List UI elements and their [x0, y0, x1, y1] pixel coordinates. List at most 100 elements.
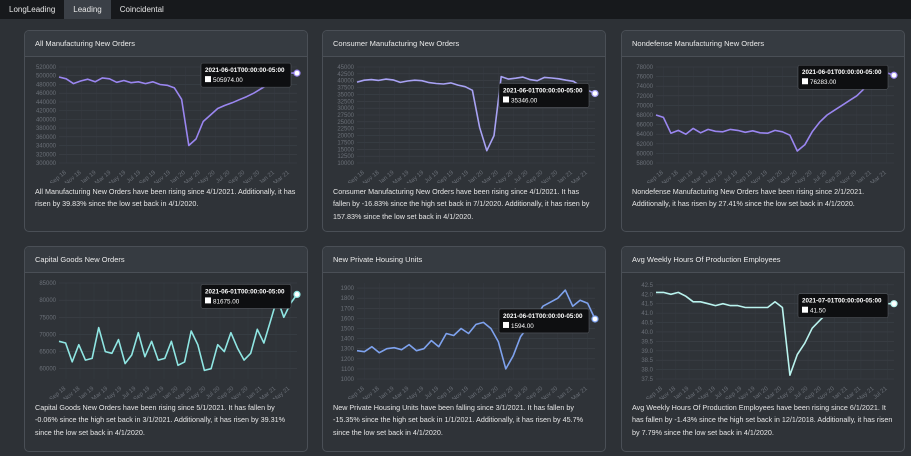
y-tick-label: 1700 — [341, 306, 355, 312]
y-tick-label: 1200 — [341, 357, 355, 363]
tooltip: 2021-07-01T00:00:00-05:00 41.50 — [797, 293, 889, 319]
y-tick-label: 42500 — [337, 72, 354, 78]
x-tick-label: May 21 — [272, 386, 291, 399]
x-tick-label: Mar 21 — [571, 386, 590, 399]
line-chart[interactable]: 4500042500400003750035000325003000027500… — [323, 57, 605, 183]
card-description: Avg Weekly Hours Of Production Employees… — [632, 403, 893, 437]
y-tick-label: 68000 — [636, 113, 653, 119]
y-tick-label: 39.5 — [641, 339, 653, 345]
y-tick-label: 520000 — [36, 65, 57, 71]
y-tick-label: 70000 — [39, 332, 56, 338]
tooltip: 2021-06-01T00:00:00-05:00 76283.00 — [797, 64, 889, 90]
tooltip: 2021-06-01T00:00:00-05:00 505974.00 — [200, 62, 292, 88]
y-tick-label: 15000 — [337, 147, 354, 153]
tab-leading[interactable]: Leading — [64, 0, 111, 19]
card-description: New Private Housing Units have been fall… — [333, 403, 583, 437]
tooltip-date: 2021-06-01T00:00:00-05:00 — [503, 87, 583, 94]
series-line — [58, 293, 298, 372]
y-tick-label: 35000 — [337, 92, 354, 98]
line-chart[interactable]: 520000 500000 480000 460000 440000 420000 4000… — [25, 57, 307, 183]
y-tick-label: 40000 — [337, 79, 354, 85]
line-chart[interactable]: 1900 1800 1700 1600 1500 1400 1300 1200 1100 1000… — [323, 273, 605, 399]
line-chart[interactable]: 78000 76000 74000 72000 70000 68000 66000 64000… — [622, 57, 904, 183]
y-tick-label: 460000 — [36, 91, 57, 97]
card-description: Nondefense Manufacturing New Orders have… — [632, 187, 865, 209]
y-tick-label: 1400 — [341, 337, 355, 343]
tab-longleading[interactable]: LongLeading — [9, 5, 56, 14]
x-tick-label: Mar 21 — [870, 170, 889, 183]
y-tick-label: 420000 — [36, 109, 57, 115]
y-tick-label: 37.5 — [641, 377, 653, 383]
x-tick-label: May 19 — [705, 170, 724, 183]
tooltip-date: 2021-06-01T00:00:00-05:00 — [802, 69, 882, 76]
y-tick-label: 32500 — [337, 99, 354, 105]
card-description: All Manufacturing New Orders have been r… — [35, 187, 296, 209]
tooltip: 2021-06-01T00:00:00-05:00 1594.00 — [498, 308, 590, 334]
y-tick-label: 400000 — [36, 117, 57, 123]
data-point[interactable] — [293, 69, 301, 77]
y-tick-label: 78000 — [636, 65, 653, 71]
y-tick-label: 440000 — [36, 100, 57, 106]
tooltip-date: 2021-06-01T00:00:00-05:00 — [503, 313, 583, 320]
y-tick-label: 76000 — [636, 75, 653, 81]
card-title: All Manufacturing New Orders — [25, 31, 307, 57]
y-tick-label: 72000 — [636, 94, 653, 100]
y-tick-label: 37500 — [337, 86, 354, 92]
card-description: Capital Goods New Orders have been risin… — [35, 403, 285, 437]
tooltip-swatch — [503, 321, 509, 328]
data-point[interactable] — [293, 290, 301, 298]
y-tick-label: 20000 — [337, 134, 354, 140]
card-description: Consumer Manufacturing New Orders have b… — [333, 187, 590, 221]
y-tick-label: 1500 — [341, 326, 355, 332]
card-title: Avg Weekly Hours Of Production Employees — [622, 247, 904, 273]
y-tick-label: 64000 — [636, 132, 653, 138]
y-tick-label: 70000 — [636, 103, 653, 109]
y-tick-label: 45000 — [337, 65, 354, 71]
data-point[interactable] — [890, 71, 898, 79]
y-tick-label: 380000 — [36, 126, 57, 132]
tooltip-swatch — [802, 306, 808, 313]
y-tick-label: 42.0 — [641, 292, 653, 298]
data-point[interactable] — [890, 300, 898, 308]
y-tick-label: 38.5 — [641, 358, 653, 364]
tooltip-swatch — [205, 76, 211, 83]
y-tick-label: 38.0 — [641, 368, 653, 374]
series-line — [356, 289, 596, 370]
y-tick-label: 41.5 — [641, 302, 653, 308]
y-tick-label: 480000 — [36, 82, 57, 88]
tooltip-value: 81675.00 — [213, 298, 240, 305]
tooltip-date: 2021-07-01T00:00:00-05:00 — [802, 298, 882, 305]
y-tick-label: 17500 — [337, 140, 354, 146]
all-manufacturing-card: All Manufacturing New Orders 520000 500000… — [24, 30, 308, 232]
y-tick-label: 320000 — [36, 152, 57, 158]
consumer-manufacturing-card: Consumer Manufacturing New Orders 45000 42… — [322, 30, 606, 232]
tooltip-date: 2021-06-01T00:00:00-05:00 — [205, 288, 285, 295]
tooltip: 2021-06-01T00:00:00-05:00 35346.00 — [498, 83, 590, 108]
y-tick-label: 40.0 — [641, 330, 653, 336]
y-tick-label: 74000 — [636, 84, 653, 90]
line-chart[interactable]: 42.5 42.0 41.5 41.0 40.5 40.0 39.5 39.0 38.5 38.0… — [622, 273, 904, 399]
y-tick-label: 60000 — [636, 151, 653, 157]
y-tick-label: 39.0 — [641, 349, 653, 355]
tooltip-value: 41.50 — [810, 308, 826, 315]
tab-coincidental[interactable]: Coincidental — [119, 5, 164, 14]
y-tick-label: 1000 — [341, 377, 355, 383]
card-title: Capital Goods New Orders — [25, 247, 307, 273]
data-point[interactable] — [591, 89, 599, 98]
series-line — [356, 75, 596, 152]
tooltip-swatch — [205, 297, 211, 304]
x-tick-label: May 20 — [496, 386, 515, 399]
y-tick-label: 500000 — [36, 74, 57, 80]
y-tick-label: 300000 — [36, 161, 57, 167]
x-tick-label: May 19 — [406, 386, 425, 399]
y-tick-label: 1900 — [341, 286, 355, 292]
y-tick-label: 360000 — [36, 135, 57, 141]
data-point[interactable] — [591, 315, 599, 323]
tooltip: 2021-06-01T00:00:00-05:00 81675.00 — [200, 284, 292, 309]
y-tick-label: 42.5 — [641, 283, 653, 289]
x-tick-label: Jul 21 — [873, 386, 890, 399]
y-tick-label: 62000 — [636, 142, 653, 148]
series-line — [58, 72, 297, 147]
y-tick-label: 80000 — [39, 298, 56, 304]
